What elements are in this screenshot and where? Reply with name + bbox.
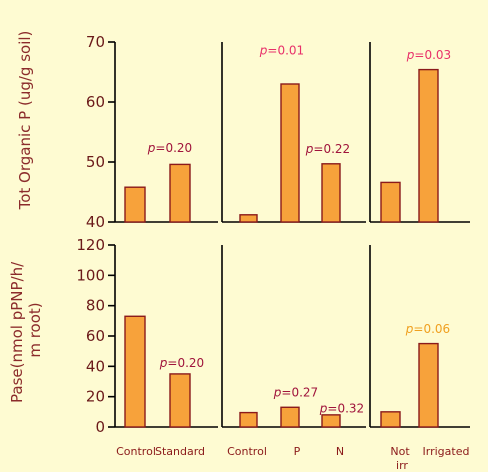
bar [124, 315, 146, 428]
top-y-axis-label: Tot Organic P (ug/g soil) [16, 31, 34, 211]
bar [380, 181, 401, 223]
category-label: Standard [155, 445, 205, 458]
category-label: Irrigated [423, 445, 470, 458]
p-value-annotation: p=0.20 [147, 141, 192, 155]
bar [239, 411, 258, 428]
y-tick-label: 40 [86, 213, 105, 231]
y-tick-label: 80 [86, 297, 105, 315]
y-tick-label: 50 [86, 153, 105, 171]
category-label: Control [116, 445, 156, 458]
bar [321, 163, 341, 223]
y-tick-label: 60 [86, 93, 105, 111]
bar [169, 373, 191, 428]
bar [280, 406, 300, 428]
category-label: P [294, 445, 301, 458]
y-tick-label: 120 [76, 236, 105, 254]
bar [280, 83, 300, 223]
p-value-annotation: p=0.01 [259, 44, 304, 58]
y-tick-label: 70 [86, 33, 105, 51]
y-tick-label: 100 [76, 266, 105, 284]
p-value-annotation: p=0.22 [305, 142, 350, 156]
bar [418, 68, 439, 223]
bar [418, 342, 439, 428]
category-label: N [336, 445, 344, 458]
p-value-annotation: p=0.06 [405, 322, 450, 336]
category-label: Not [390, 445, 410, 458]
p-value-annotation: p=0.32 [319, 402, 364, 416]
bar [124, 186, 146, 223]
bottom-y-axis-label: Pase(nmol pPNP/h/ m root) [8, 257, 44, 403]
p-value-annotation: p=0.03 [406, 48, 451, 62]
y-tick-label: 40 [86, 357, 105, 375]
p-value-annotation: p=0.20 [159, 356, 204, 370]
p-value-annotation: p=0.27 [273, 386, 318, 400]
bar [239, 214, 258, 223]
bar [321, 414, 341, 428]
y-tick-label: 20 [86, 388, 105, 406]
category-label: Control [227, 445, 267, 458]
category-label: irr [396, 459, 408, 472]
bar [169, 163, 191, 223]
y-tick-label: 60 [86, 327, 105, 345]
bar [380, 411, 401, 428]
y-tick-label: 0 [95, 418, 105, 436]
